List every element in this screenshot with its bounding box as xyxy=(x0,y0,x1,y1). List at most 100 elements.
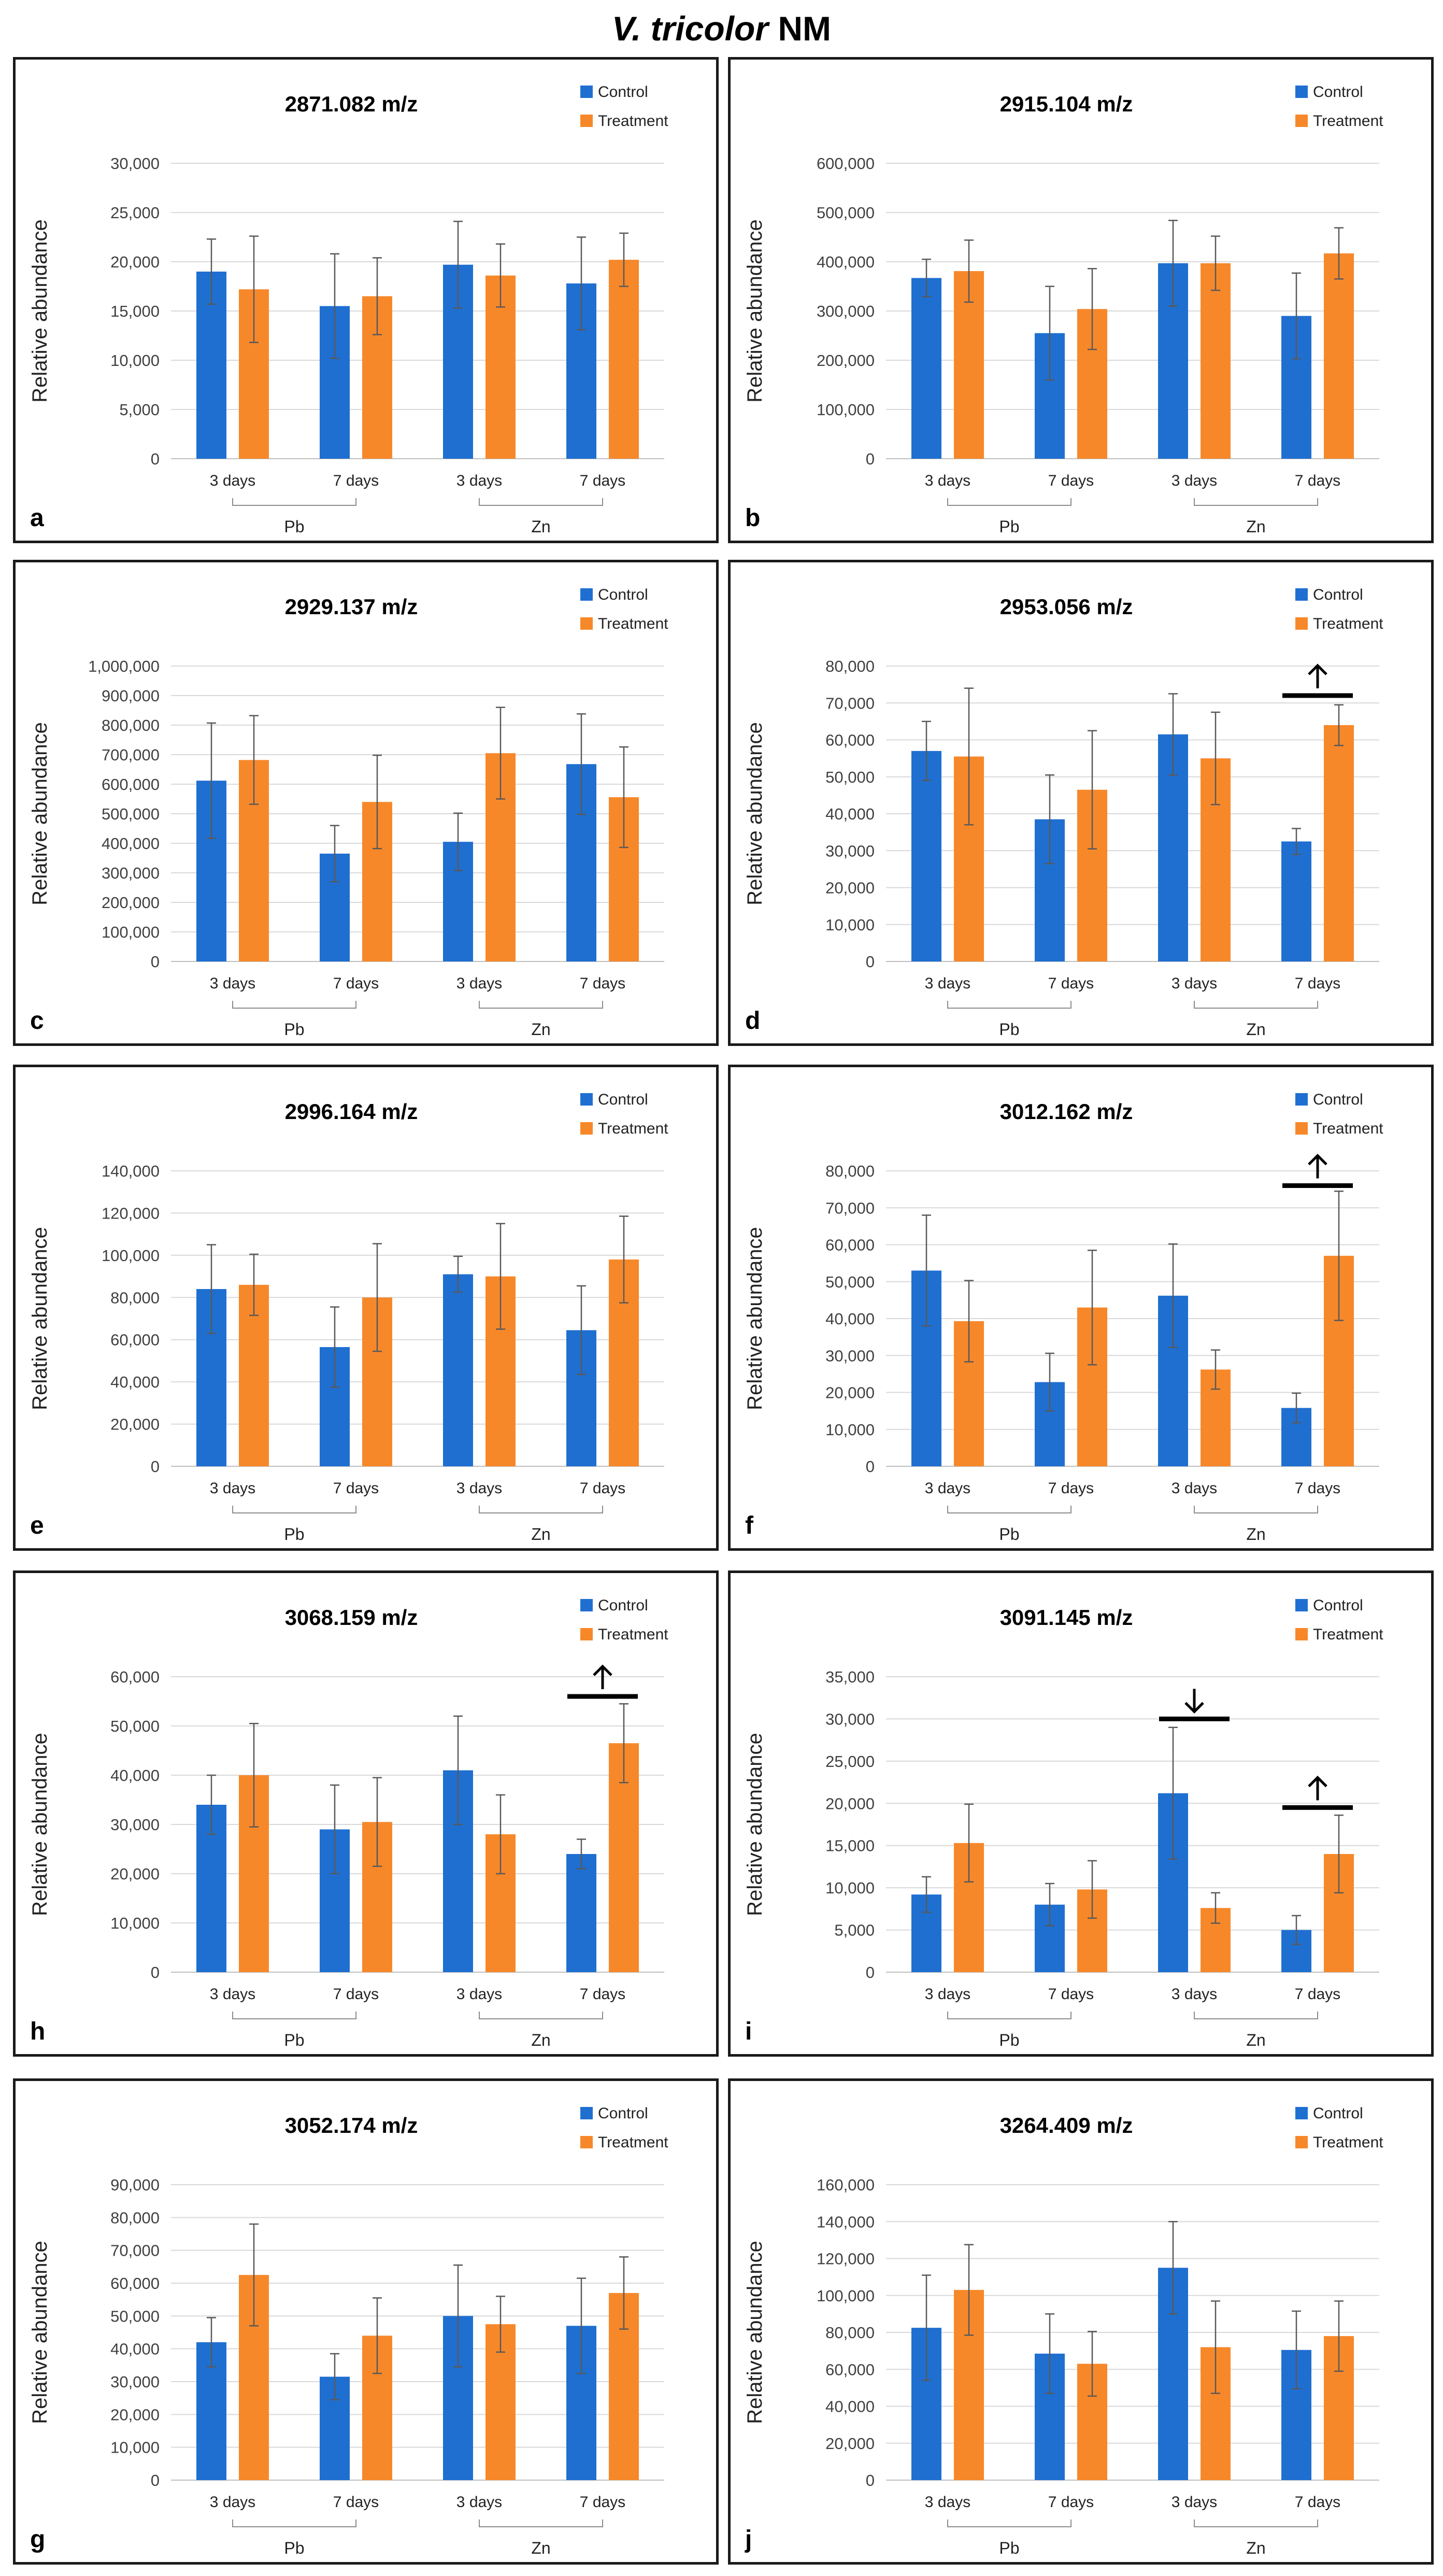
legend-swatch-treatment xyxy=(580,1628,593,1640)
legend-swatch-treatment xyxy=(1295,1122,1308,1135)
chart-a: 2871.082 m/z Control Treatment 0 5,000 10,000… xyxy=(28,83,668,536)
chart-panel-i: 3091.145 m/z Control Treatment 0 5,000 10,000… xyxy=(728,1570,1434,2057)
group-label: Zn xyxy=(1246,1020,1265,1039)
arrow-up-icon xyxy=(1308,663,1327,688)
y-tick-label: 10,000 xyxy=(825,1421,875,1439)
chart-panel-a: 2871.082 m/z Control Treatment 0 5,000 10,000… xyxy=(13,57,719,543)
group-bracket xyxy=(479,1506,603,1513)
legend-label-control: Control xyxy=(1313,2105,1363,2122)
group-bracket xyxy=(1194,2012,1318,2019)
y-tick-label: 50,000 xyxy=(110,1717,160,1735)
y-tick-label: 10,000 xyxy=(110,2439,160,2457)
y-tick-label: 60,000 xyxy=(825,731,875,749)
y-tick-label: 200,000 xyxy=(102,894,160,912)
y-tick-label: 70,000 xyxy=(110,2242,160,2260)
group-label: Zn xyxy=(531,1020,550,1039)
x-tick-label: 3 days xyxy=(456,1986,502,2003)
y-tick-label: 80,000 xyxy=(110,2209,160,2227)
y-axis-label: Relative abundance xyxy=(744,219,766,403)
group-bracket xyxy=(479,2520,603,2527)
group-label: Pb xyxy=(999,2539,1019,2557)
x-tick-label: 7 days xyxy=(580,472,625,489)
legend-swatch-control xyxy=(580,2107,593,2119)
x-tick-label: 3 days xyxy=(456,1480,502,1497)
y-tick-label: 10,000 xyxy=(110,1914,160,1932)
bar-treatment xyxy=(1201,263,1231,459)
chart-d: 2953.056 m/z Control Treatment 0 10,000 20,00… xyxy=(744,586,1383,1039)
x-tick-label: 7 days xyxy=(1048,472,1094,489)
x-tick-label: 3 days xyxy=(925,472,970,489)
chart-title: 2996.164 m/z xyxy=(285,1099,418,1124)
panel-letter: e xyxy=(30,1512,44,1539)
y-tick-label: 10,000 xyxy=(825,916,875,934)
y-tick-label: 0 xyxy=(151,1457,160,1476)
group-bracket xyxy=(232,498,356,506)
x-tick-label: 7 days xyxy=(580,1986,625,2003)
y-tick-label: 0 xyxy=(866,450,875,468)
legend-swatch-treatment xyxy=(580,617,593,630)
figure-title-species: V. tricolor xyxy=(612,9,768,48)
y-tick-label: 40,000 xyxy=(110,1373,160,1391)
legend-swatch-treatment xyxy=(580,115,593,127)
bar-treatment xyxy=(1324,725,1354,961)
y-tick-label: 25,000 xyxy=(825,1752,875,1771)
y-tick-label: 30,000 xyxy=(825,842,875,860)
y-tick-label: 40,000 xyxy=(110,1766,160,1785)
y-tick-label: 300,000 xyxy=(102,864,160,882)
y-tick-label: 0 xyxy=(151,1963,160,1981)
chart-e: 2996.164 m/z Control Treatment 0 20,000 40,00… xyxy=(28,1091,668,1544)
legend-label-control: Control xyxy=(1313,1091,1363,1108)
panel-letter: j xyxy=(745,2526,752,2553)
y-tick-label: 140,000 xyxy=(102,1162,160,1180)
legend-label-control: Control xyxy=(1313,1597,1363,1614)
legend-label-treatment: Treatment xyxy=(1313,1626,1383,1643)
y-tick-label: 60,000 xyxy=(825,2360,875,2379)
legend-swatch-control xyxy=(580,1599,593,1611)
group-bracket xyxy=(1194,2520,1318,2527)
y-axis-label: Relative abundance xyxy=(28,1227,51,1410)
y-tick-label: 70,000 xyxy=(825,1199,875,1217)
y-tick-label: 400,000 xyxy=(817,253,875,271)
legend-label-control: Control xyxy=(598,586,648,603)
y-tick-label: 0 xyxy=(866,2471,875,2489)
arrow-down-icon xyxy=(1184,1689,1204,1714)
y-tick-label: 20,000 xyxy=(825,879,875,897)
x-tick-label: 3 days xyxy=(456,472,502,489)
legend-swatch-treatment xyxy=(1295,115,1308,127)
legend-swatch-control xyxy=(580,1093,593,1106)
group-bracket xyxy=(232,1001,356,1009)
group-label: Zn xyxy=(1246,2031,1265,2049)
y-tick-label: 5,000 xyxy=(119,401,160,419)
legend-swatch-treatment xyxy=(580,1122,593,1135)
chart-panel-c: 2929.137 m/z Control Treatment 0 100,000 200,… xyxy=(13,560,719,1046)
legend-label-control: Control xyxy=(598,2105,648,2122)
group-label: Zn xyxy=(1246,2539,1265,2557)
group-label: Zn xyxy=(531,517,550,536)
group-label: Pb xyxy=(284,1020,304,1039)
y-tick-label: 80,000 xyxy=(825,1162,875,1180)
legend-label-control: Control xyxy=(1313,83,1363,101)
x-tick-label: 7 days xyxy=(580,975,625,992)
y-tick-label: 20,000 xyxy=(825,1794,875,1813)
y-tick-label: 10,000 xyxy=(110,351,160,370)
y-tick-label: 50,000 xyxy=(825,1273,875,1291)
legend-label-treatment: Treatment xyxy=(598,615,668,632)
chart-i: 3091.145 m/z Control Treatment 0 5,000 10,000… xyxy=(744,1597,1383,2049)
x-tick-label: 3 days xyxy=(210,2494,255,2511)
chart-title: 3012.162 m/z xyxy=(1000,1099,1133,1124)
y-tick-label: 20,000 xyxy=(825,1384,875,1402)
y-tick-label: 40,000 xyxy=(825,1310,875,1328)
y-axis-label: Relative abundance xyxy=(744,722,766,905)
x-tick-label: 3 days xyxy=(210,1480,255,1497)
y-tick-label: 60,000 xyxy=(110,1331,160,1349)
x-tick-label: 3 days xyxy=(925,1986,970,2003)
group-bracket xyxy=(947,2520,1071,2527)
x-tick-label: 3 days xyxy=(1171,975,1217,992)
y-tick-label: 50,000 xyxy=(825,768,875,786)
group-bracket xyxy=(947,2012,1071,2019)
chart-g: 3052.174 m/z Control Treatment 0 10,000 20,00… xyxy=(28,2105,668,2557)
chart-panel-j: 3264.409 m/z Control Treatment 0 20,000 40,00… xyxy=(728,2078,1434,2565)
y-tick-label: 25,000 xyxy=(110,204,160,222)
y-tick-label: 0 xyxy=(866,1963,875,1981)
legend-label-control: Control xyxy=(598,1091,648,1108)
